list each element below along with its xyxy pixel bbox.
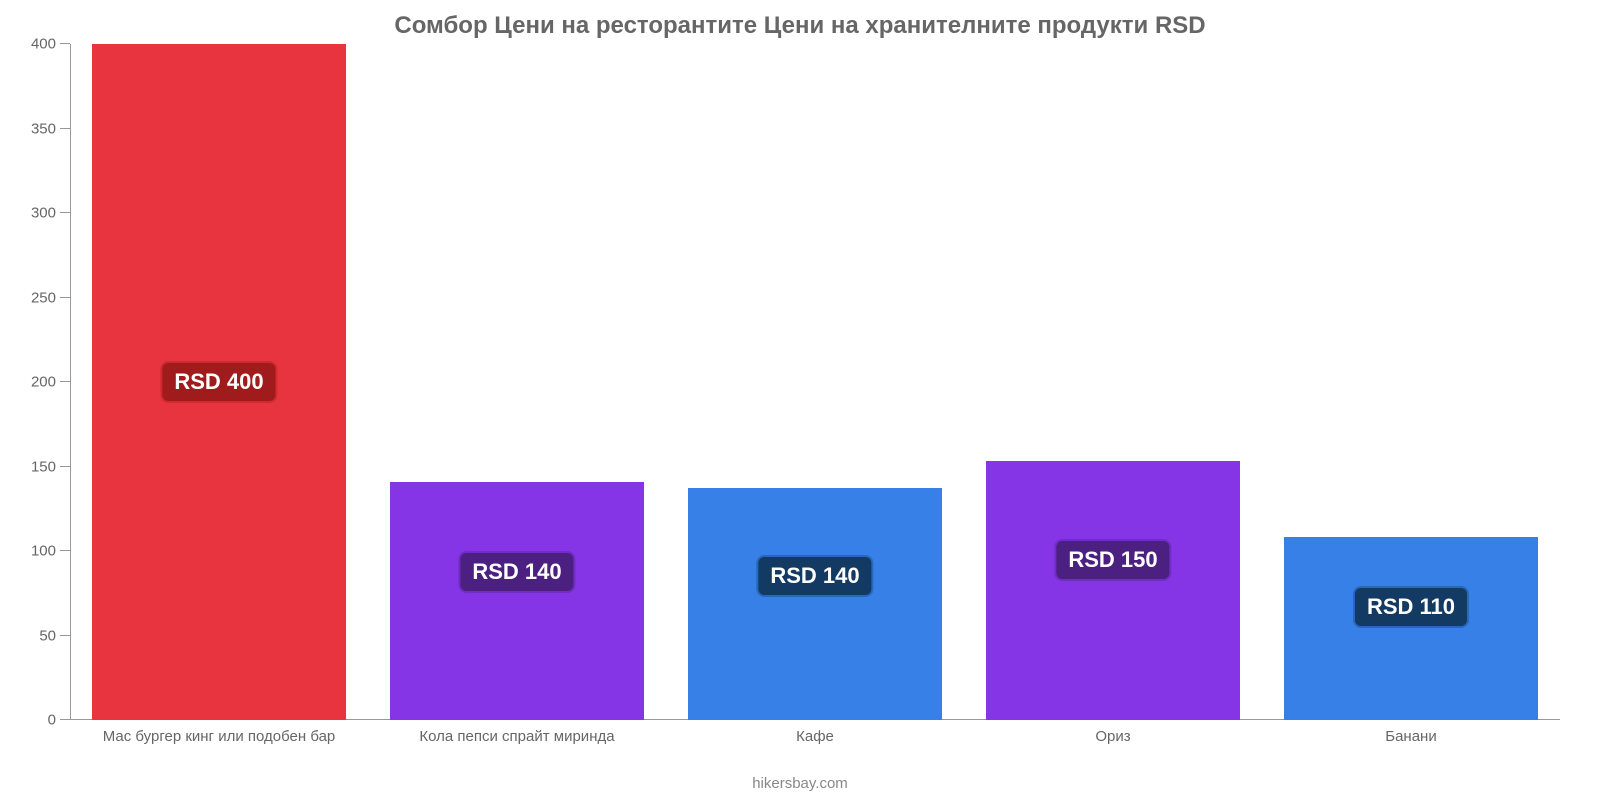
y-tick [60,212,70,213]
bar-slot: RSD 140Кола пепси спрайт миринда [368,44,666,720]
bar-slot: RSD 400Мас бургер кинг или подобен бар [70,44,368,720]
y-tick-label: 400 [31,36,56,53]
y-tick-label: 0 [48,712,56,729]
value-badge: RSD 110 [1355,588,1467,626]
x-category-label: Ориз [964,728,1262,745]
y-tick [60,466,70,467]
value-badge: RSD 140 [460,553,573,591]
y-tick [60,381,70,382]
value-badge: RSD 140 [758,557,871,595]
bar [688,488,941,720]
y-tick [60,635,70,636]
y-tick [60,550,70,551]
y-tick-label: 300 [31,205,56,222]
y-tick-label: 150 [31,458,56,475]
y-tick-label: 350 [31,120,56,137]
y-tick [60,719,70,720]
y-tick-label: 200 [31,374,56,391]
bar [1284,537,1537,720]
y-tick [60,297,70,298]
x-category-label: Банани [1262,728,1560,745]
value-badge: RSD 150 [1056,541,1169,579]
y-tick-label: 250 [31,289,56,306]
y-tick [60,43,70,44]
x-category-label: Кола пепси спрайт миринда [368,728,666,745]
chart-footer: hikersbay.com [0,775,1600,792]
bar-slot: RSD 110Банани [1262,44,1560,720]
chart-title: Сомбор Цени на ресторантите Цени на хран… [0,12,1600,40]
bar [390,482,643,720]
price-bar-chart: Сомбор Цени на ресторантите Цени на хран… [0,0,1600,800]
y-tick-label: 100 [31,543,56,560]
x-category-label: Мас бургер кинг или подобен бар [70,728,368,745]
plot-area: RSD 400Мас бургер кинг или подобен барRS… [70,44,1560,720]
bar-slot: RSD 150Ориз [964,44,1262,720]
value-badge: RSD 400 [162,363,275,401]
bar-slot: RSD 140Кафе [666,44,964,720]
y-tick [60,128,70,129]
x-category-label: Кафе [666,728,964,745]
y-tick-label: 50 [39,627,56,644]
bar [986,461,1239,720]
bars-container: RSD 400Мас бургер кинг или подобен барRS… [70,44,1560,720]
